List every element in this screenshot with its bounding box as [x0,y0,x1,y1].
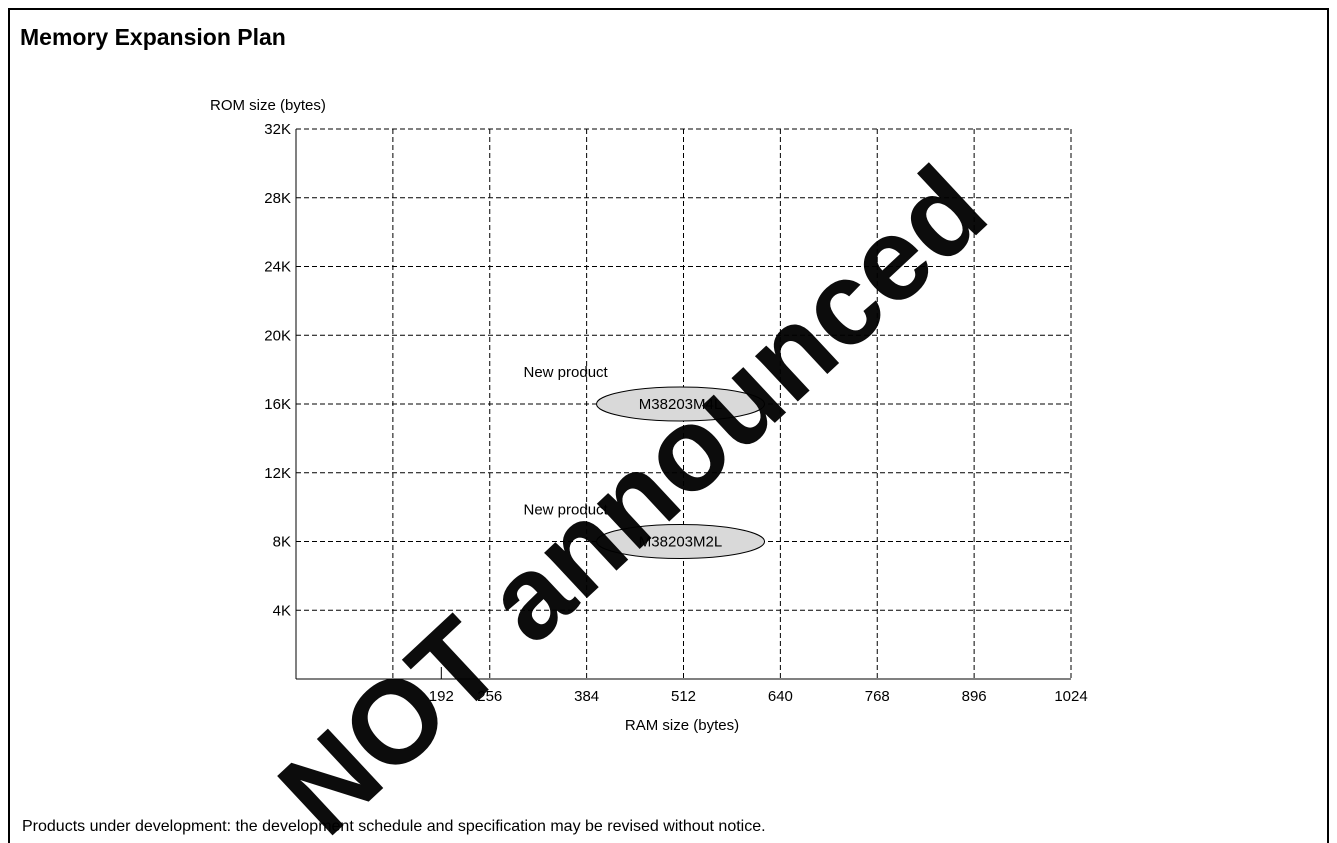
page-frame [8,8,1329,843]
footnote: Products under development: the developm… [22,818,766,835]
y-tick-label: 32K [264,121,291,138]
product-name: M38203M4L [639,396,722,413]
page-title: Memory Expansion Plan [20,24,286,50]
y-tick-label: 8K [273,534,291,551]
y-tick-label: 12K [264,465,291,482]
y-tick-label: 20K [264,327,291,344]
x-tick-label: 512 [671,688,696,705]
x-tick-label: 384 [574,688,599,705]
watermark: NOT announced [254,142,1010,843]
x-tick-label: 192 [429,688,454,705]
y-tick-label: 24K [264,259,291,276]
product-ellipse [596,386,765,422]
y-tick-label: 28K [264,190,291,207]
product-status: New product [524,502,609,519]
y-tick-label: 16K [264,396,291,413]
x-tick-label: 256 [477,688,502,705]
axis-layer [295,129,1071,680]
product-ellipse [596,524,765,559]
watermark-text: NOT announced [254,142,1010,843]
x-tick-label: 1024 [1054,688,1087,705]
x-axis-label: RAM size (bytes) [625,717,739,734]
y-axis-label: ROM size (bytes) [210,97,326,114]
x-tick-label: 640 [768,688,793,705]
x-tick-label: 768 [865,688,890,705]
product-status: New product [524,364,609,381]
product-name: M38203M2L [639,534,722,551]
tick-layer: 4K 8K 12K 16K 20K 24K 28K 32K 192 256 384 512 640 768… [264,121,1087,705]
y-tick-label: 4K [273,602,291,619]
x-tick-label: 896 [962,688,987,705]
grid-layer [296,128,1072,679]
product-layer: M38203M4L New product M38203M2L New product [524,364,765,559]
